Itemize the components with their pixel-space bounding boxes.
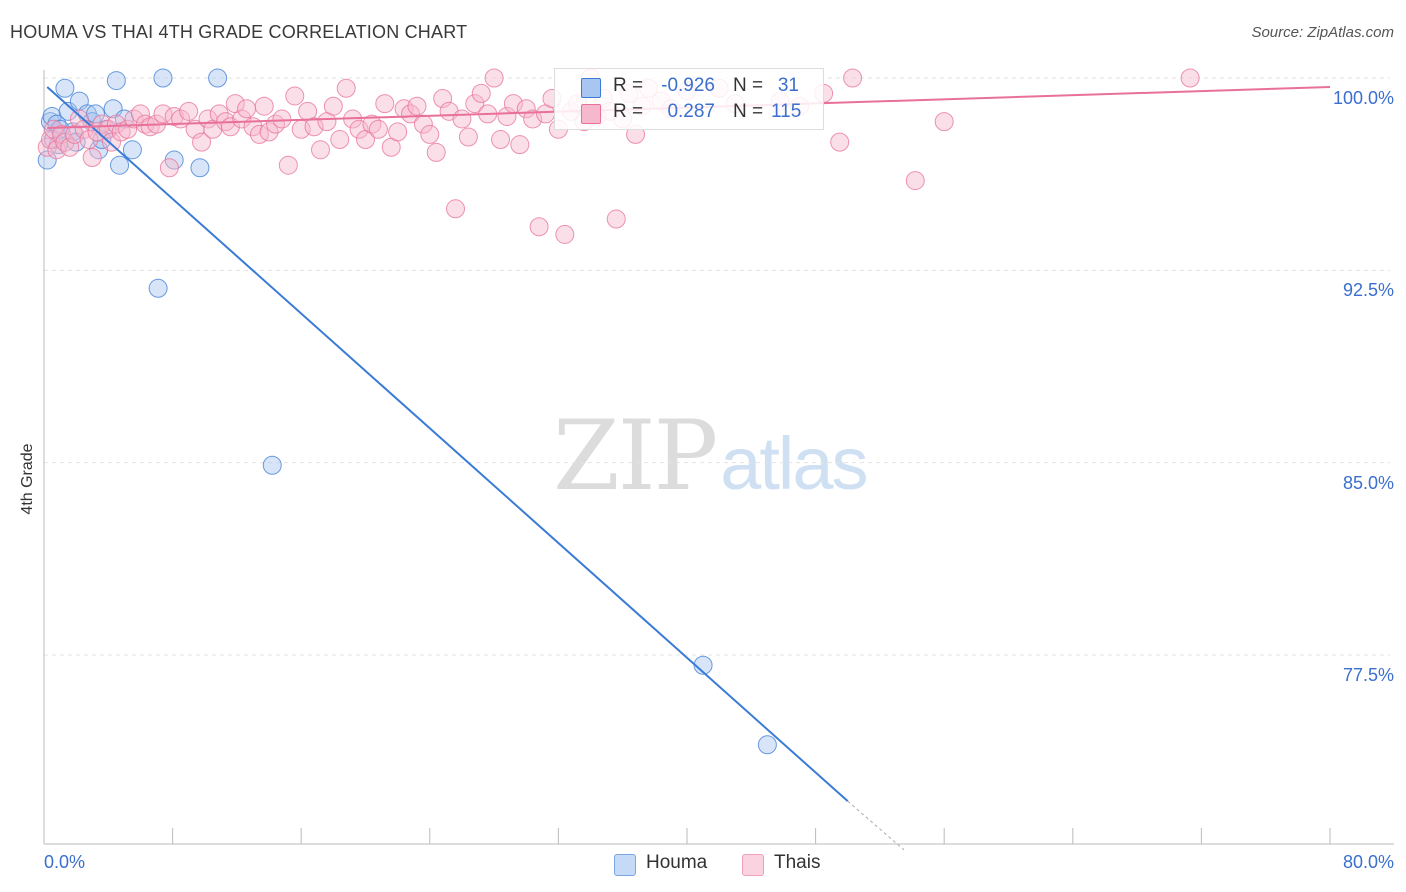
thai-point — [420, 124, 440, 144]
thai-point — [491, 130, 511, 150]
stats-row-houma: R = -0.926 N = 31 — [555, 75, 823, 101]
thai-point — [153, 104, 173, 124]
chart-source: Source: ZipAtlas.com — [1251, 24, 1394, 41]
stats-row-thai: R = 0.287 N = 115 — [555, 101, 823, 127]
thai-point — [368, 119, 388, 139]
thai-point — [79, 130, 99, 150]
thai-point — [401, 104, 421, 124]
thai-point — [1180, 68, 1200, 88]
houma-point — [148, 278, 168, 298]
houma-r-value: -0.926 — [661, 75, 715, 96]
x-tick-label-max: 80.0% — [1342, 852, 1394, 872]
trend-layer — [46, 85, 1331, 851]
thai-point — [40, 130, 60, 150]
chart-title: HOUMA VS THAI 4TH GRADE CORRELATION CHAR… — [10, 22, 468, 42]
thai-point — [60, 137, 80, 157]
houma-trend-line — [46, 86, 849, 802]
thai-point — [330, 130, 350, 150]
thai-point — [259, 122, 279, 142]
thai-point — [69, 109, 89, 129]
houma-point — [208, 68, 228, 88]
thai-point — [272, 109, 292, 129]
thai-point — [278, 155, 298, 175]
thai-point — [375, 94, 395, 114]
thai-point — [254, 96, 274, 116]
thai-point — [830, 132, 850, 152]
thai-point — [124, 109, 144, 129]
houma-point — [153, 68, 173, 88]
legend-label-houma: Houma — [646, 852, 708, 873]
legend-swatch-thai — [742, 854, 764, 876]
thai-point — [179, 101, 199, 121]
thai-point — [192, 132, 212, 152]
houma-points — [37, 68, 777, 755]
x-tick-label-min: 0.0% — [44, 852, 86, 872]
houma-point — [757, 735, 777, 755]
thai-point — [407, 96, 427, 116]
axis-layer — [43, 70, 1394, 845]
y-tick-label: 85.0% — [1342, 472, 1394, 493]
thai-point — [465, 94, 485, 114]
houma-trend-extension — [847, 800, 905, 851]
thai-point — [471, 83, 491, 103]
y-tick-label: 77.5% — [1342, 665, 1394, 685]
houma-n-value: 31 — [777, 75, 799, 96]
legend-label-thai: Thais — [774, 852, 821, 873]
thai-point — [934, 112, 954, 132]
thai-point — [349, 119, 369, 139]
thai-n-value: 115 — [771, 101, 802, 122]
thai-point — [606, 209, 626, 229]
thai-n-label: N = — [733, 101, 764, 122]
legend: Houma Thais — [0, 852, 1406, 878]
houma-point — [262, 455, 282, 475]
thai-point — [510, 135, 530, 155]
thai-point — [362, 114, 382, 134]
thai-point — [232, 109, 252, 129]
thai-point — [285, 86, 305, 106]
thai-point — [82, 147, 102, 167]
stats-legend-box: R = -0.926 N = 31 R = 0.287 N = 115 — [554, 68, 824, 130]
thai-point — [523, 109, 543, 129]
y-tick-label: 100.0% — [1332, 88, 1394, 108]
y-axis-label: 4th Grade — [19, 443, 36, 515]
thai-point — [102, 132, 122, 152]
thai-point — [92, 114, 112, 134]
houma-point — [190, 158, 210, 178]
houma-swatch — [581, 78, 601, 98]
thai-point — [388, 122, 408, 142]
legend-swatch-houma — [614, 854, 636, 876]
thai-point — [426, 142, 446, 162]
thai-point — [555, 224, 575, 244]
thai-point — [529, 217, 549, 237]
thai-point — [237, 99, 257, 119]
thai-point — [304, 117, 324, 137]
houma-n-label: N = — [733, 75, 764, 96]
thai-r-label: R = — [613, 101, 644, 122]
y-tick-label: 92.5% — [1342, 280, 1394, 301]
thai-point — [458, 127, 478, 147]
thai-point — [336, 78, 356, 98]
houma-point — [110, 155, 130, 175]
thai-point — [159, 158, 179, 178]
thai-point — [843, 68, 863, 88]
thai-r-value: 0.287 — [667, 101, 715, 122]
thai-swatch — [581, 104, 601, 124]
thai-point — [65, 124, 85, 144]
grid-layer — [44, 77, 1390, 656]
thai-point — [310, 140, 330, 160]
houma-point — [55, 78, 75, 98]
thai-point — [130, 104, 150, 124]
thai-point — [323, 96, 343, 116]
thai-point — [446, 199, 466, 219]
houma-point — [122, 140, 142, 160]
thai-point — [484, 68, 504, 88]
houma-r-label: R = — [613, 75, 644, 96]
houma-point — [106, 71, 126, 91]
thai-point — [905, 171, 925, 191]
thai-point — [452, 109, 472, 129]
